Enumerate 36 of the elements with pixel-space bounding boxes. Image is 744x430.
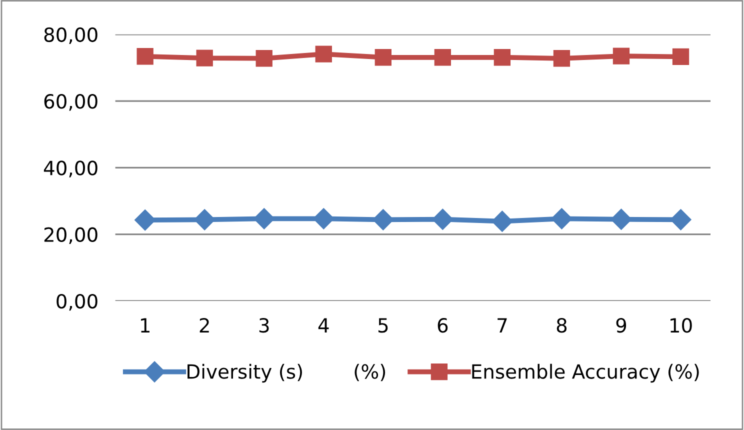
legend-label: Diversity (s) (%)	[188, 364, 386, 383]
y-tick-label: 20,00	[44, 227, 98, 244]
y-tick-label: 40,00	[44, 160, 98, 178]
point	[315, 46, 332, 62]
legend-label: Ensemble Accuracy (%)	[472, 364, 699, 383]
point	[670, 209, 692, 230]
point	[254, 208, 275, 230]
point	[672, 48, 690, 66]
y-tick-label: 60,00	[44, 94, 98, 111]
x-tick-label: 4	[318, 318, 329, 332]
x-tick-label: 1	[141, 318, 150, 332]
point	[610, 208, 632, 230]
x-tick-label: 10	[670, 318, 692, 333]
x-tick-label: 2	[200, 318, 209, 332]
point	[432, 208, 454, 230]
x-tick-label: 6	[438, 318, 448, 333]
point	[372, 209, 394, 230]
y-tick-label: 0,00	[56, 294, 98, 311]
point	[196, 50, 213, 66]
point	[553, 50, 570, 67]
point	[374, 49, 392, 66]
x-tick-label: 3	[259, 318, 269, 333]
point	[551, 208, 572, 230]
x-tick-label: 8	[556, 318, 567, 333]
point	[134, 210, 156, 231]
point	[313, 208, 334, 230]
point	[492, 210, 513, 232]
x-tick-label: 9	[616, 318, 626, 333]
point	[612, 48, 630, 64]
y-tick-label: 80,00	[44, 27, 98, 44]
x-tick-label: 7	[498, 318, 507, 332]
point	[256, 50, 272, 67]
x-tick-label: 5	[378, 318, 388, 333]
point	[434, 49, 452, 66]
point	[494, 49, 511, 66]
point	[136, 48, 154, 65]
